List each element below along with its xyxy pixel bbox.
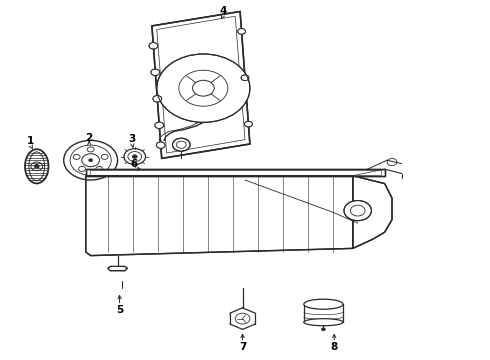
Circle shape: [344, 201, 371, 221]
Circle shape: [89, 159, 93, 162]
Circle shape: [156, 142, 165, 148]
Text: 4: 4: [219, 6, 227, 16]
Circle shape: [151, 69, 160, 76]
Ellipse shape: [304, 319, 343, 326]
Polygon shape: [86, 176, 353, 256]
Circle shape: [132, 155, 137, 158]
Text: 5: 5: [116, 305, 123, 315]
Text: 2: 2: [86, 132, 93, 143]
Polygon shape: [108, 266, 127, 271]
Text: 8: 8: [331, 342, 338, 352]
Circle shape: [245, 121, 252, 127]
Text: 7: 7: [239, 342, 246, 352]
Polygon shape: [353, 176, 392, 248]
Circle shape: [155, 122, 164, 129]
Circle shape: [149, 42, 158, 49]
Ellipse shape: [304, 299, 343, 309]
Polygon shape: [86, 169, 385, 176]
Circle shape: [172, 138, 190, 151]
Text: 6: 6: [131, 159, 138, 169]
Circle shape: [321, 328, 325, 331]
Polygon shape: [152, 12, 250, 158]
Text: 3: 3: [129, 134, 136, 144]
Circle shape: [34, 165, 39, 168]
Circle shape: [153, 95, 162, 102]
Circle shape: [241, 75, 249, 81]
Circle shape: [238, 28, 245, 34]
Circle shape: [157, 54, 250, 122]
Text: 1: 1: [27, 136, 34, 146]
